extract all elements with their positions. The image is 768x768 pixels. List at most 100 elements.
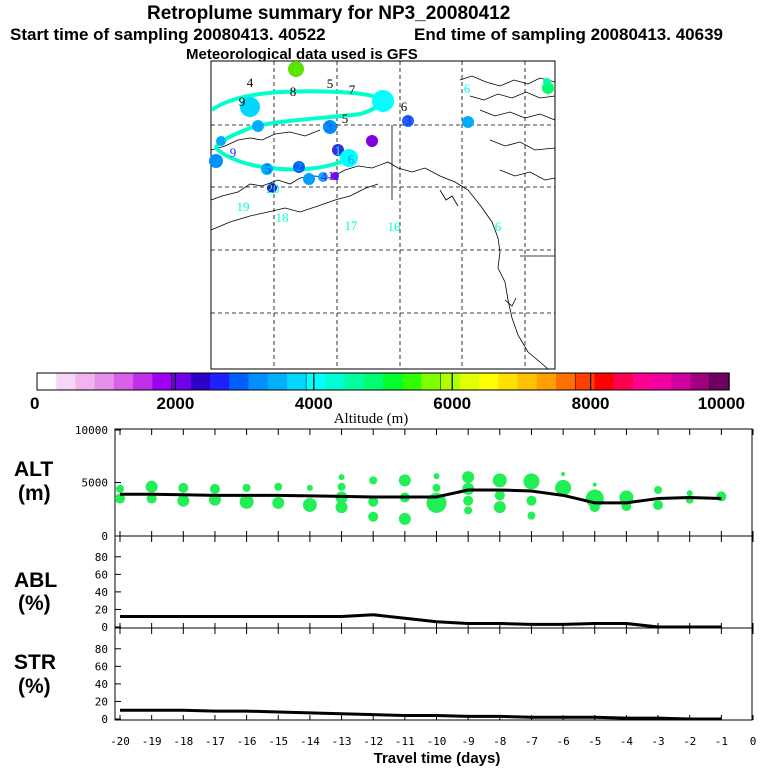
map-coastlines [210,75,556,370]
colorbar-cells [37,372,730,391]
altitude-cluster-point [493,501,506,514]
colorbar-cell [210,373,230,390]
map-day-label: 4 [219,133,226,148]
altitude-cluster-point [177,494,190,507]
x-tick-label: -13 [332,735,352,748]
map-day-label: 4 [321,169,328,184]
colorbar: 0 2000 4000 6000 8000 10000 Altitude (m) [30,372,745,427]
map-day-label: 3 [213,154,220,169]
altitude-cluster-point [272,496,285,509]
altitude-cluster-point [464,506,473,515]
altitude-panel-frame [114,428,753,537]
altitude-cluster-point [653,499,664,510]
y-tick-label: 80 [95,643,108,656]
map-cluster-circle [293,161,305,173]
y-tick-label: 20 [95,695,108,708]
altitude-series-line [120,488,722,505]
map-cluster-circle [462,116,474,128]
abl-ylabel-line1: ABL [14,569,57,592]
colorbar-cell [632,373,653,390]
colorbar-cell [690,373,711,390]
map-day-label: 18 [276,210,289,225]
map-day-label: 8 [294,62,301,77]
str-ylabel-line1: STR [14,651,56,674]
colorbar-tick-label: 0 [30,394,39,413]
map-day-label: 6 [348,152,355,167]
y-tick-label: 0 [101,530,108,543]
map-day-label: 6 [495,219,502,234]
y-tick-label: 10000 [75,424,108,437]
altitude-cluster-point [306,484,313,491]
y-tick-label: 60 [95,568,108,581]
x-tick-label: -7 [525,735,538,748]
map-cluster-circle [216,136,226,146]
colorbar-cell [402,373,422,390]
str-panel: STR (%) 0 20 40 60 80 [14,627,754,726]
str-panel-frame [114,627,753,721]
map-day-label: 11 [328,168,341,183]
map-cluster-circle [318,172,328,182]
altitude-cluster-point [337,482,346,491]
colorbar-cell [574,372,596,391]
colorbar-cell [56,373,76,390]
y-tick-label: 40 [95,678,108,691]
y-tick-label: 40 [95,586,108,599]
x-tick-label: -5 [588,735,601,748]
map-cluster-circle [323,120,337,134]
altitude-cluster-point [555,479,572,496]
colorbar-cell [613,373,634,390]
map-day-label: 4 [247,75,254,90]
y-tick-label: 0 [101,713,108,726]
y-tick-label: 5000 [82,477,109,490]
y-tick-label: 60 [95,660,108,673]
altitude-cluster-point [433,473,440,480]
map-cluster-circle [240,97,260,117]
map-cluster-circle [209,154,223,168]
colorbar-cell [325,373,346,390]
colorbar-tick-label: 8000 [572,394,610,413]
map-cluster-circle [331,172,339,180]
x-tick-label: -16 [237,735,257,748]
map-day-label: 3 [326,119,333,134]
altitude-ylabel-line2: (m) [18,482,51,505]
y-tick-label: 20 [95,603,108,616]
map-day-label: 8 [290,84,297,99]
colorbar-cell [113,373,134,390]
altitude-cluster-point [338,474,345,481]
altitude-cluster-point [146,493,157,504]
altitude-cluster-point [462,471,475,484]
altitude-cluster-point [335,501,348,514]
altitude-cluster-point [432,483,441,492]
colorbar-frame [36,372,730,391]
colorbar-cell [229,373,249,390]
map-day-label: 5 [327,76,334,91]
abl-panel-frame [114,535,753,629]
altitude-cluster-point [145,480,158,493]
altitude-ylabel-line1: ALT [14,458,53,481]
altitude-panel: ALT (m) 0 5000 10000 [14,424,754,543]
x-tick-label: -14 [300,735,320,748]
x-tick-label: -12 [363,735,383,748]
map-cluster-circles [209,61,554,193]
colorbar-cell [248,373,269,390]
altitude-cluster-point [178,482,189,493]
map-frame [210,60,556,370]
colorbar-tick-label: 10000 [698,394,745,413]
altitude-cluster-point [274,482,283,491]
altitude-cluster-point [589,502,600,513]
colorbar-tick-label: 2000 [156,394,194,413]
colorbar-cell [171,372,192,391]
map-day-label: 4 [544,80,551,95]
abl-series-line [120,613,722,629]
chart-title: Retroplume summary for NP3_20080412 [147,3,511,24]
altitude-cluster-point [592,482,597,487]
colorbar-cell [709,372,730,391]
altitude-cluster-point [242,483,251,492]
map-day-label: 19 [237,199,250,214]
map-cluster-circle [340,149,358,167]
map-day-label: 9 [239,94,246,109]
start-time-label: Start time of sampling 20080413. 40522 [10,25,326,44]
map-day-label: 6 [464,81,471,96]
map-day-label: 17 [345,218,359,233]
colorbar-cell [556,373,576,390]
